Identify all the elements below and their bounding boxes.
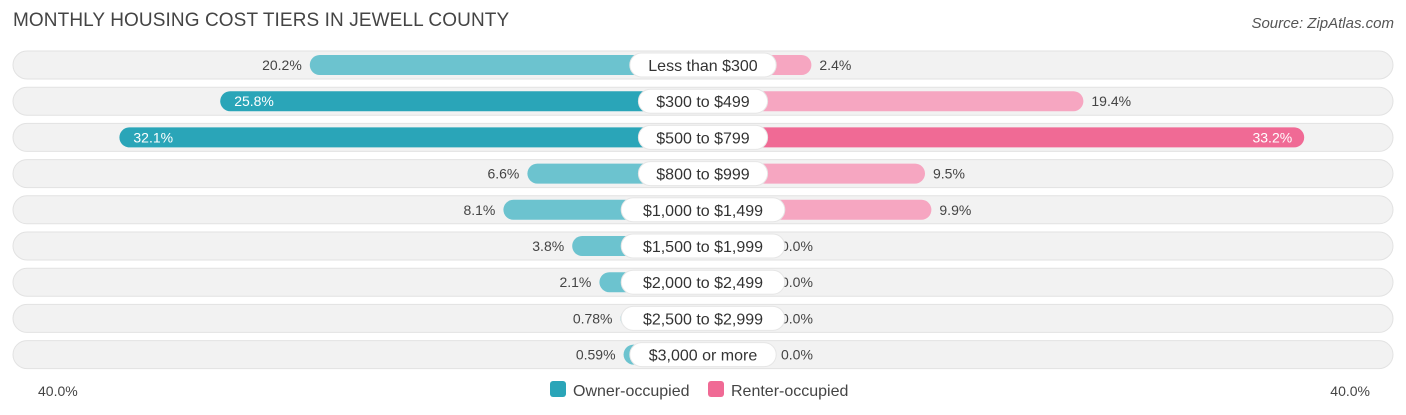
axis-label-left: 40.0% [38,383,78,399]
owner-value-label: 25.8% [234,93,274,109]
owner-bar [220,91,703,112]
category-label: $500 to $799 [656,130,750,147]
legend-swatch-renter [708,381,724,397]
owner-value-label: 20.2% [262,57,302,73]
renter-value-label: 0.0% [781,274,813,290]
renter-value-label: 9.9% [939,202,971,218]
category-pill [637,88,769,114]
renter-value-label: 33.2% [1252,129,1292,145]
category-pill [620,233,786,259]
category-label: Less than $300 [648,58,758,75]
renter-bar [703,91,1084,112]
owner-bar [119,127,703,148]
renter-value-label: 0.0% [781,310,813,326]
category-pill [629,342,777,368]
renter-value-label: 2.4% [819,57,851,73]
renter-value-label: 19.4% [1091,93,1131,109]
renter-bar [703,127,1305,148]
owner-value-label: 6.6% [487,166,519,182]
category-pill [620,269,786,295]
legend-swatch-owner [550,381,566,397]
owner-value-label: 8.1% [463,202,495,218]
category-label: $2,500 to $2,999 [643,311,763,328]
renter-value-label: 0.0% [781,347,813,363]
owner-value-label: 0.59% [576,347,616,363]
renter-value-label: 0.0% [781,238,813,254]
category-label: $1,000 to $1,499 [643,203,763,220]
category-label: $2,000 to $2,499 [643,275,763,292]
owner-value-label: 32.1% [133,129,173,145]
category-pill [620,197,786,223]
category-pill [637,124,769,150]
legend-label-owner: Owner-occupied [573,383,690,400]
category-label: $1,500 to $1,999 [643,239,763,256]
axis-label-right: 40.0% [1330,383,1370,399]
category-label: $3,000 or more [649,348,758,365]
owner-bar [309,55,703,75]
chart-source: Source: ZipAtlas.com [1251,15,1394,32]
owner-value-label: 0.78% [573,310,613,326]
category-pill [629,52,777,78]
category-pill [637,161,769,187]
category-label: $300 to $499 [656,94,750,111]
category-label: $800 to $999 [656,167,750,184]
chart-title: MONTHLY HOUSING COST TIERS IN JEWELL COU… [13,10,510,31]
owner-value-label: 2.1% [559,274,591,290]
renter-value-label: 9.5% [933,166,965,182]
owner-value-label: 3.8% [532,238,564,254]
legend-label-renter: Renter-occupied [731,383,848,400]
category-pill [620,305,786,331]
